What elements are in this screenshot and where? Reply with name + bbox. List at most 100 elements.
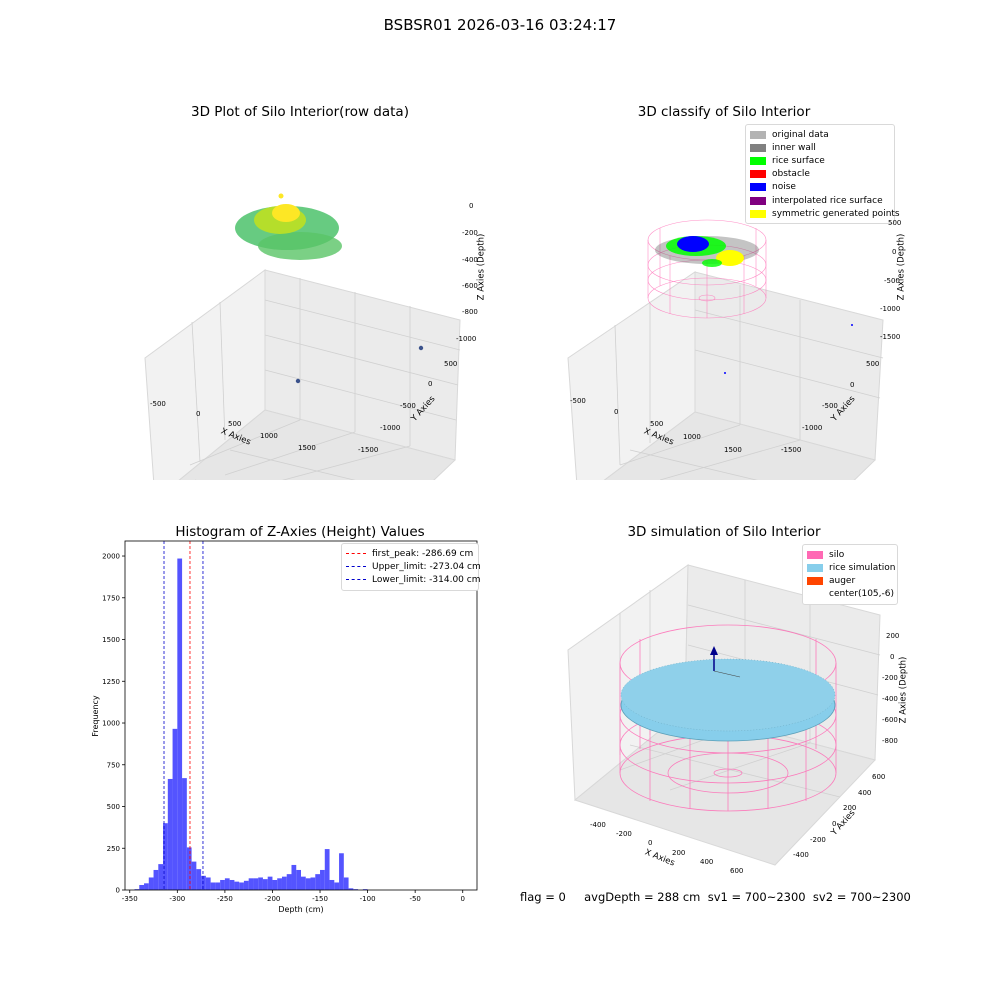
histogram-bar — [353, 889, 359, 890]
raw-y-tick-1: 0 — [428, 380, 433, 388]
histogram-bar — [182, 778, 187, 890]
x-tick-label: -100 — [360, 895, 376, 903]
status-footer: flag = 0 avgDepth = 288 cm sv1 = 700~230… — [520, 890, 911, 904]
x-tick-label: -250 — [217, 895, 233, 903]
figure-title: BSBSR01 2026-03-16 03:24:17 — [383, 16, 617, 34]
histogram-bar — [205, 877, 211, 890]
legend-swatch — [807, 576, 823, 585]
classify-x-tick-0: -500 — [570, 397, 586, 405]
raw-z-tick-5: -1000 — [456, 335, 477, 343]
raw-y-tick-2: -500 — [400, 402, 416, 410]
histogram-bar — [339, 853, 344, 890]
legend-item: Upper_limit: -273.04 cm — [346, 560, 481, 573]
sim-z-tick-4: -600 — [882, 716, 898, 724]
legend-swatch — [807, 563, 823, 572]
classify-plot-title: 3D classify of Silo Interior — [637, 104, 811, 120]
legend-label: rice surface — [772, 155, 825, 166]
classify-y-tick-1: 0 — [850, 381, 855, 389]
histogram-reference-lines — [163, 541, 204, 890]
histogram-bar — [196, 869, 202, 890]
histogram-bar — [281, 876, 287, 890]
legend-swatch — [750, 183, 766, 192]
sim-y-tick-3: 0 — [832, 820, 837, 828]
sim-y-tick-1: 400 — [858, 789, 872, 797]
legend-line — [346, 579, 366, 581]
legend-swatch — [750, 143, 766, 152]
legend-item: obstacle — [750, 168, 890, 181]
histogram-bar — [148, 877, 154, 890]
histogram-chart: -350 -300 -250 -200 -150 -100 -50 0 0 250 500 750 1… — [91, 540, 478, 914]
histogram-bar — [310, 877, 316, 890]
raw-z-label: Z Axies (Depth) — [476, 233, 487, 301]
legend-line — [346, 566, 366, 568]
histogram-title: Histogram of Z-Axies (Height) Values — [175, 524, 425, 540]
classify-z-tick-0: 500 — [888, 219, 902, 227]
histogram-bar — [362, 889, 368, 890]
histogram-bar — [224, 878, 230, 890]
raw-x-tick-4: 1500 — [298, 444, 316, 452]
histogram-bar — [144, 883, 149, 890]
sim-y-tick-2: 200 — [843, 804, 857, 812]
y-tick-label: 750 — [107, 761, 120, 769]
x-tick-label: -350 — [122, 895, 138, 903]
y-tick-label: 250 — [107, 845, 120, 853]
legend-swatch — [750, 156, 766, 165]
sim-z-tick-3: -400 — [882, 695, 898, 703]
raw-z-tick-2: -400 — [462, 256, 478, 264]
x-tick-label: -300 — [169, 895, 185, 903]
legend-swatch — [750, 209, 766, 218]
legend-label: symmetric generated points — [772, 208, 900, 219]
classify-x-tick-4: 1500 — [724, 446, 742, 454]
legend-swatch — [807, 550, 823, 559]
classify-y-tick-0: 500 — [866, 360, 880, 368]
histogram-bar — [167, 778, 173, 890]
sim-z-tick-0: 200 — [886, 632, 900, 640]
histogram-bar — [243, 880, 249, 890]
histogram-bar — [220, 879, 225, 890]
legend-item: symmetric generated points — [750, 207, 900, 220]
legend-label: obstacle — [772, 169, 810, 180]
histogram-bar — [258, 877, 263, 890]
histogram-bar — [272, 879, 278, 890]
histogram-bar — [262, 879, 268, 890]
legend-label: noise — [772, 182, 796, 193]
y-tick-label: 0 — [116, 887, 120, 895]
sim-z-tick-2: -200 — [882, 674, 898, 682]
legend-item: auger — [807, 574, 893, 587]
y-tick-label: 1750 — [102, 594, 120, 602]
y-tick-label: 2000 — [102, 553, 120, 561]
raw-point-cloud — [235, 193, 424, 384]
histogram-bar — [305, 878, 311, 890]
classified-points — [655, 236, 853, 374]
histogram-frame — [124, 540, 478, 891]
legend-label: silo — [829, 549, 845, 560]
histogram-bar — [215, 882, 221, 890]
legend-item: interpolated rice surface — [750, 194, 890, 207]
histogram-bar — [329, 879, 335, 890]
simulation-3d-plot — [567, 564, 881, 866]
legend-swatch — [750, 170, 766, 179]
raw-x-tick-3: 1000 — [260, 432, 278, 440]
raw-y-tick-0: 500 — [444, 360, 458, 368]
y-tick-label: 1000 — [102, 720, 120, 728]
y-tick-label: 1500 — [102, 636, 120, 644]
sim-x-tick-1: -200 — [616, 830, 632, 838]
histogram-y-label: Frequency — [91, 695, 100, 737]
classify-x-tick-1: 0 — [614, 408, 619, 416]
legend-label: Lower_limit: -314.00 cm — [372, 574, 481, 585]
legend-item: first_peak: -286.69 cm — [346, 547, 474, 560]
classify-legend: original data inner wall rice surface ob… — [745, 124, 900, 225]
histogram-bar — [239, 882, 244, 890]
classify-x-tick-2: 500 — [650, 420, 664, 428]
legend-line — [346, 553, 366, 555]
raw-y-tick-3: -1000 — [380, 424, 401, 432]
histogram-bar — [158, 864, 164, 890]
classify-y-tick-3: -1000 — [802, 424, 823, 432]
legend-label: rice simulation — [829, 562, 896, 573]
legend-label: auger — [829, 575, 856, 586]
y-tick-label: 500 — [107, 803, 120, 811]
histogram-bar — [163, 823, 168, 890]
histogram-bar — [186, 847, 192, 890]
raw-x-tick-2: 500 — [228, 420, 242, 428]
histogram-bar — [177, 558, 183, 890]
